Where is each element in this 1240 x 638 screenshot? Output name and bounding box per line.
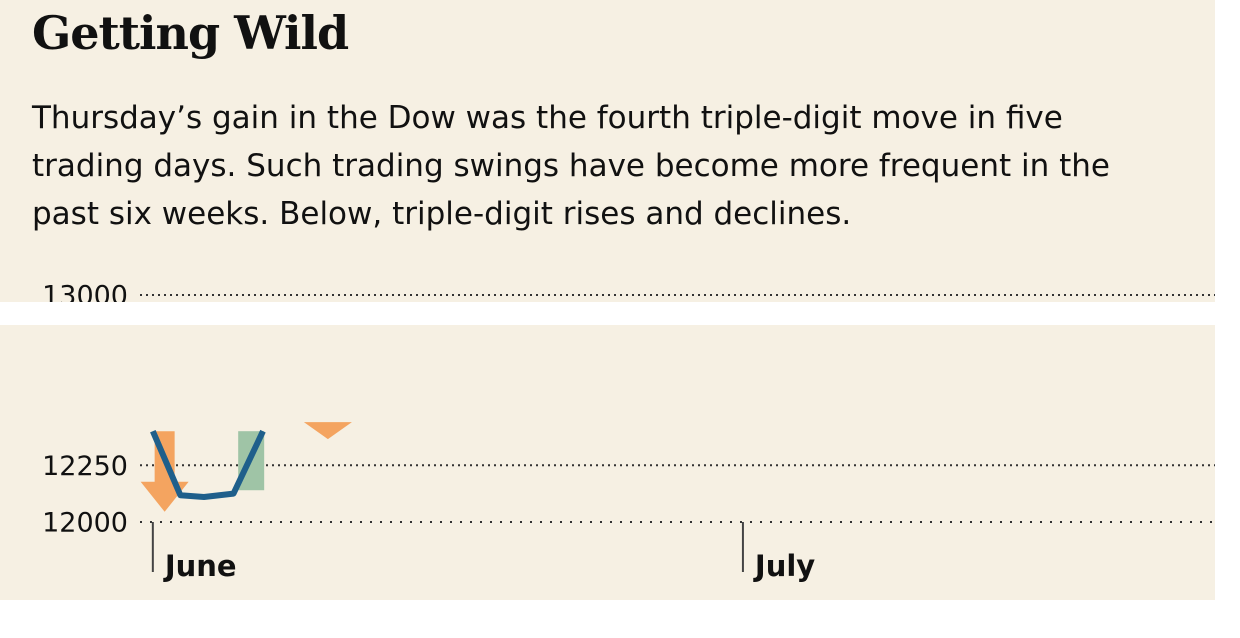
splice-band: [0, 302, 1215, 325]
line-series: [150, 429, 266, 501]
decline-arrow: [303, 422, 352, 440]
subtitle-line: trading days. Such trading swings have b…: [32, 148, 1110, 184]
subtitle-line: Thursday’s gain in the Dow was the fourt…: [32, 100, 1063, 136]
y-tick-label: 12000: [42, 508, 128, 539]
y-tick-label: 12250: [42, 451, 128, 482]
decline-arrow: [140, 431, 189, 512]
chart-title: Getting Wild: [32, 6, 349, 60]
subtitle-line: past six weeks. Below, triple-digit rise…: [32, 196, 852, 232]
chart-subtitle: Thursday’s gain in the Dow was the fourt…: [32, 94, 1215, 238]
chart-panel: Getting Wild Thursday’s gain in the Dow …: [0, 0, 1215, 600]
x-tick-label: July: [753, 549, 815, 583]
x-tick-label: June: [163, 549, 237, 583]
